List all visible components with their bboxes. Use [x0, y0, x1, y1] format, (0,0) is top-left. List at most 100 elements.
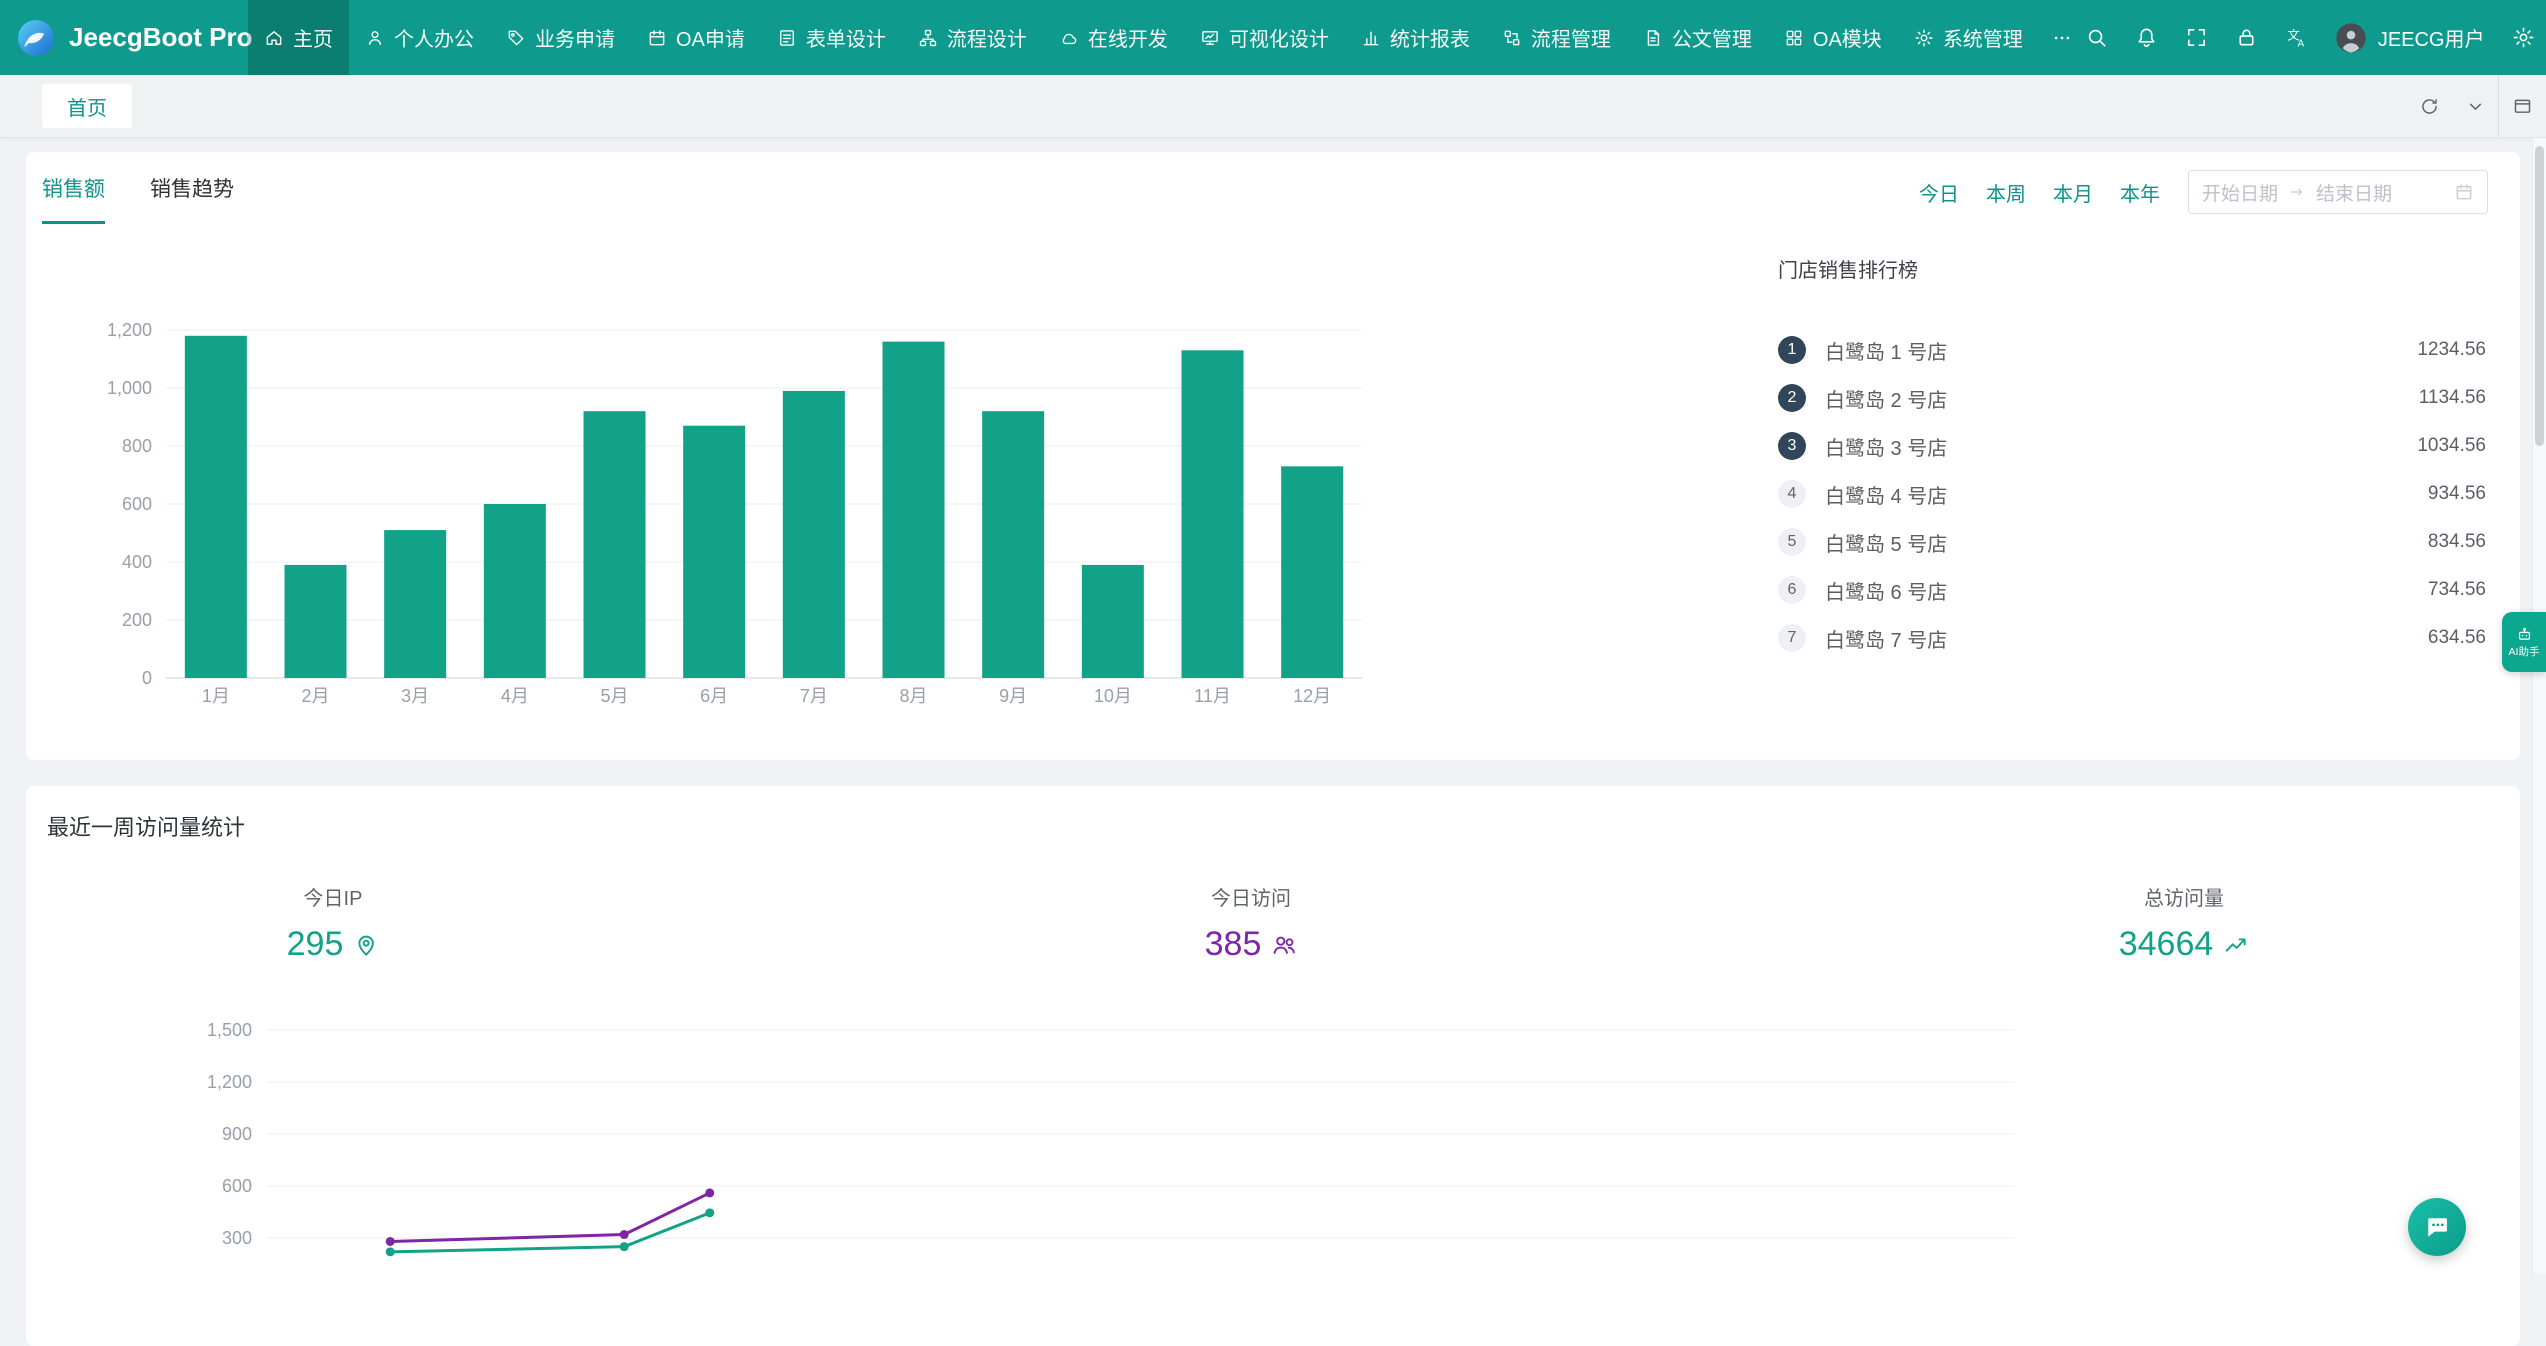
rank-badge: 7 — [1778, 624, 1806, 652]
nav-item-label: 流程管理 — [1530, 29, 1611, 51]
bar-9月 — [982, 411, 1045, 678]
svg-text:200: 200 — [122, 610, 152, 630]
card-tab-label: 销售趋势 — [150, 178, 234, 201]
ranking-list: 1 白鹭岛 1 号店 1234.56 2 白鹭岛 2 号店 1134.56 3 白鹭岛 3 号… — [1778, 326, 2486, 662]
svg-text:文: 文 — [2287, 27, 2300, 42]
cloud-icon — [1059, 28, 1079, 48]
header-notifications-button[interactable] — [2135, 26, 2158, 49]
gear-icon — [1914, 28, 1934, 48]
bar-3月 — [384, 530, 447, 678]
store-name: 白鹭岛 7 号店 — [1825, 629, 1948, 652]
date-range-picker[interactable]: 开始日期 结束日期 — [2188, 170, 2488, 214]
nav-item-business-apply[interactable]: 业务申请 — [490, 0, 631, 75]
user-menu[interactable]: JEECG用户 — [2335, 22, 2485, 54]
app-logo[interactable]: JeecgBoot Pro — [16, 0, 253, 75]
nav-item-doc-manage[interactable]: 公文管理 — [1627, 0, 1768, 75]
svg-text:800: 800 — [122, 436, 152, 456]
store-sales-value: 1134.56 — [2418, 387, 2486, 408]
flow-icon — [918, 28, 938, 48]
svg-text:600: 600 — [222, 1176, 252, 1196]
ai-assistant-label: AI助手 — [2508, 646, 2540, 658]
nav-item-visual-design[interactable]: 可视化设计 — [1184, 0, 1345, 75]
bell-icon — [2135, 26, 2158, 49]
ranking-row[interactable]: 1 白鹭岛 1 号店 1234.56 — [1778, 326, 2486, 374]
header-lock-button[interactable] — [2235, 26, 2258, 49]
bar-4月 — [483, 504, 546, 678]
nav-item-label: 业务申请 — [535, 29, 615, 51]
sales-card-tab-1[interactable]: 销售趋势 — [150, 152, 234, 224]
nav-item-label: OA模块 — [1812, 29, 1882, 51]
header-fullscreen-button[interactable] — [2185, 26, 2208, 49]
chat-icon — [2423, 1213, 2451, 1241]
tab-options-button[interactable] — [2452, 75, 2498, 137]
rank-badge: 3 — [1778, 432, 1806, 460]
nav-item-label: 流程设计 — [946, 29, 1027, 51]
store-name: 白鹭岛 6 号店 — [1825, 581, 1948, 604]
ranking-row[interactable]: 6 白鹭岛 6 号店 734.56 — [1778, 566, 2486, 614]
ranking-row[interactable]: 4 白鹭岛 4 号店 934.56 — [1778, 470, 2486, 518]
tab-home[interactable]: 首页 — [42, 84, 132, 128]
svg-text:1,000: 1,000 — [107, 378, 152, 398]
stat-total-visits: 总访问量 34664 — [2119, 882, 2250, 964]
svg-text:6月: 6月 — [700, 686, 728, 706]
nav-item-report[interactable]: 统计报表 — [1345, 0, 1486, 75]
store-name: 白鹭岛 1 号店 — [1825, 341, 1948, 364]
store-sales-value: 934.56 — [2427, 483, 2486, 504]
quick-range-1[interactable]: 本周 — [1986, 183, 2026, 206]
bar-11月 — [1181, 350, 1244, 678]
quick-range-2[interactable]: 本月 — [2053, 183, 2093, 206]
refresh-tab-button[interactable] — [2406, 75, 2452, 137]
nav-item-system-manage[interactable]: 系统管理 — [1898, 0, 2039, 75]
stat-label: 今日IP — [303, 888, 363, 910]
chat-button[interactable] — [2408, 1198, 2466, 1256]
nav-item-more[interactable] — [2039, 0, 2085, 75]
store-sales-value: 734.56 — [2427, 579, 2486, 600]
stat-label: 今日访问 — [1210, 888, 1291, 910]
store-name: 白鹭岛 5 号店 — [1825, 533, 1948, 556]
ranking-row[interactable]: 3 白鹭岛 3 号店 1034.56 — [1778, 422, 2486, 470]
settings-button[interactable] — [2512, 26, 2535, 49]
app-title: JeecgBoot Pro — [69, 22, 253, 52]
rank-badge: 1 — [1778, 336, 1806, 364]
nav-item-flow-design[interactable]: 流程设计 — [902, 0, 1043, 75]
quick-range-0[interactable]: 今日 — [1919, 183, 1959, 206]
svg-text:300: 300 — [222, 1228, 252, 1248]
nav-item-flow-manage[interactable]: 流程管理 — [1486, 0, 1627, 75]
ai-assistant-button[interactable]: AI助手 — [2502, 612, 2546, 672]
store-name: 白鹭岛 2 号店 — [1825, 389, 1948, 412]
svg-text:9月: 9月 — [999, 686, 1027, 706]
svg-text:12月: 12月 — [1293, 686, 1331, 706]
bar-8月 — [882, 341, 945, 678]
scrollbar-thumb[interactable] — [2535, 146, 2544, 446]
svg-text:1,500: 1,500 — [207, 1020, 252, 1040]
nav-item-oa-module[interactable]: OA模块 — [1768, 0, 1898, 75]
weekly-visits-line-chart: 300 600 900 1,200 1,500 — [207, 1020, 2014, 1257]
grid-icon — [1784, 28, 1804, 48]
quick-range-3[interactable]: 本年 — [2120, 183, 2160, 206]
lock-icon — [2235, 26, 2258, 49]
svg-text:10月: 10月 — [1094, 686, 1132, 706]
header-search-button[interactable] — [2085, 26, 2108, 49]
page-scrollbar[interactable] — [2532, 138, 2546, 1273]
nav-item-form-design[interactable]: 表单设计 — [761, 0, 902, 75]
sales-card-tabs: 销售额 销售趋势 — [42, 152, 279, 224]
content-fullscreen-button[interactable] — [2498, 75, 2546, 137]
nav-item-oa-apply[interactable]: OA申请 — [631, 0, 761, 75]
user-icon — [365, 28, 385, 48]
bar-10月 — [1081, 564, 1144, 678]
nav-item-personal-office[interactable]: 个人办公 — [349, 0, 490, 75]
svg-text:1,200: 1,200 — [107, 320, 152, 340]
ranking-row[interactable]: 5 白鹭岛 5 号店 834.56 — [1778, 518, 2486, 566]
nav-item-online-dev[interactable]: 在线开发 — [1043, 0, 1184, 75]
user-name: JEECG用户 — [2377, 29, 2485, 51]
nav-item-label: 在线开发 — [1087, 29, 1168, 51]
ranking-row[interactable]: 2 白鹭岛 2 号店 1134.56 — [1778, 374, 2486, 422]
ranking-row[interactable]: 7 白鹭岛 7 号店 634.56 — [1778, 614, 2486, 662]
bar-12月 — [1281, 466, 1344, 678]
sales-card-tab-0[interactable]: 销售额 — [42, 152, 105, 224]
app-header: JeecgBoot Pro 主页 个人办公 业务申请 OA申请 表单设计 流程设计 在线开发… — [0, 0, 2546, 75]
location-pin-icon — [352, 931, 379, 958]
nav-item-home[interactable]: 主页 — [248, 0, 349, 75]
